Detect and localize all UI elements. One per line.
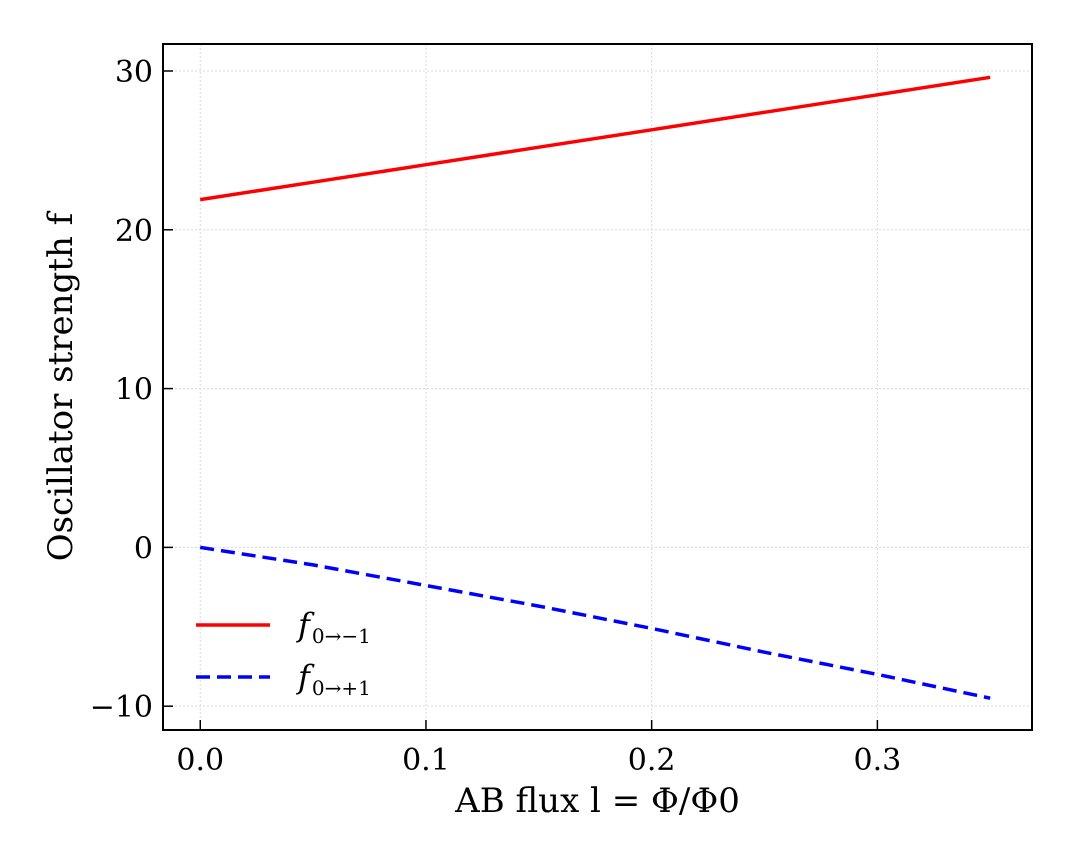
y-tick-label: 0 [134,531,153,566]
y-axis-label: Oscillator strength f [41,210,81,561]
x-tick-label: 0.1 [402,743,450,778]
legend-label-0: f 0→−1 [296,606,371,648]
y-tick-label: 20 [115,214,153,249]
x-tick-label: 0.2 [628,743,676,778]
plot-frame [162,43,1033,731]
y-tick-label: 30 [115,55,153,90]
series-line-1 [199,545,991,700]
y-tick-label: −10 [90,690,153,725]
grid [163,44,1032,730]
series-line-0 [199,75,991,202]
series-layer [199,75,991,700]
x-tick-label: 0.3 [854,743,902,778]
ticks: 0.0 0.1 0.2 0.3 −10 0 10 20 30 [90,55,902,778]
legend: f 0→−1 f 0→+1 [196,606,371,700]
x-tick-label: 0.0 [176,743,224,778]
legend-label-1: f 0→+1 [296,658,371,700]
x-axis-label: AB flux l = Φ/Φ0 [454,781,740,821]
y-tick-label: 10 [115,373,153,408]
